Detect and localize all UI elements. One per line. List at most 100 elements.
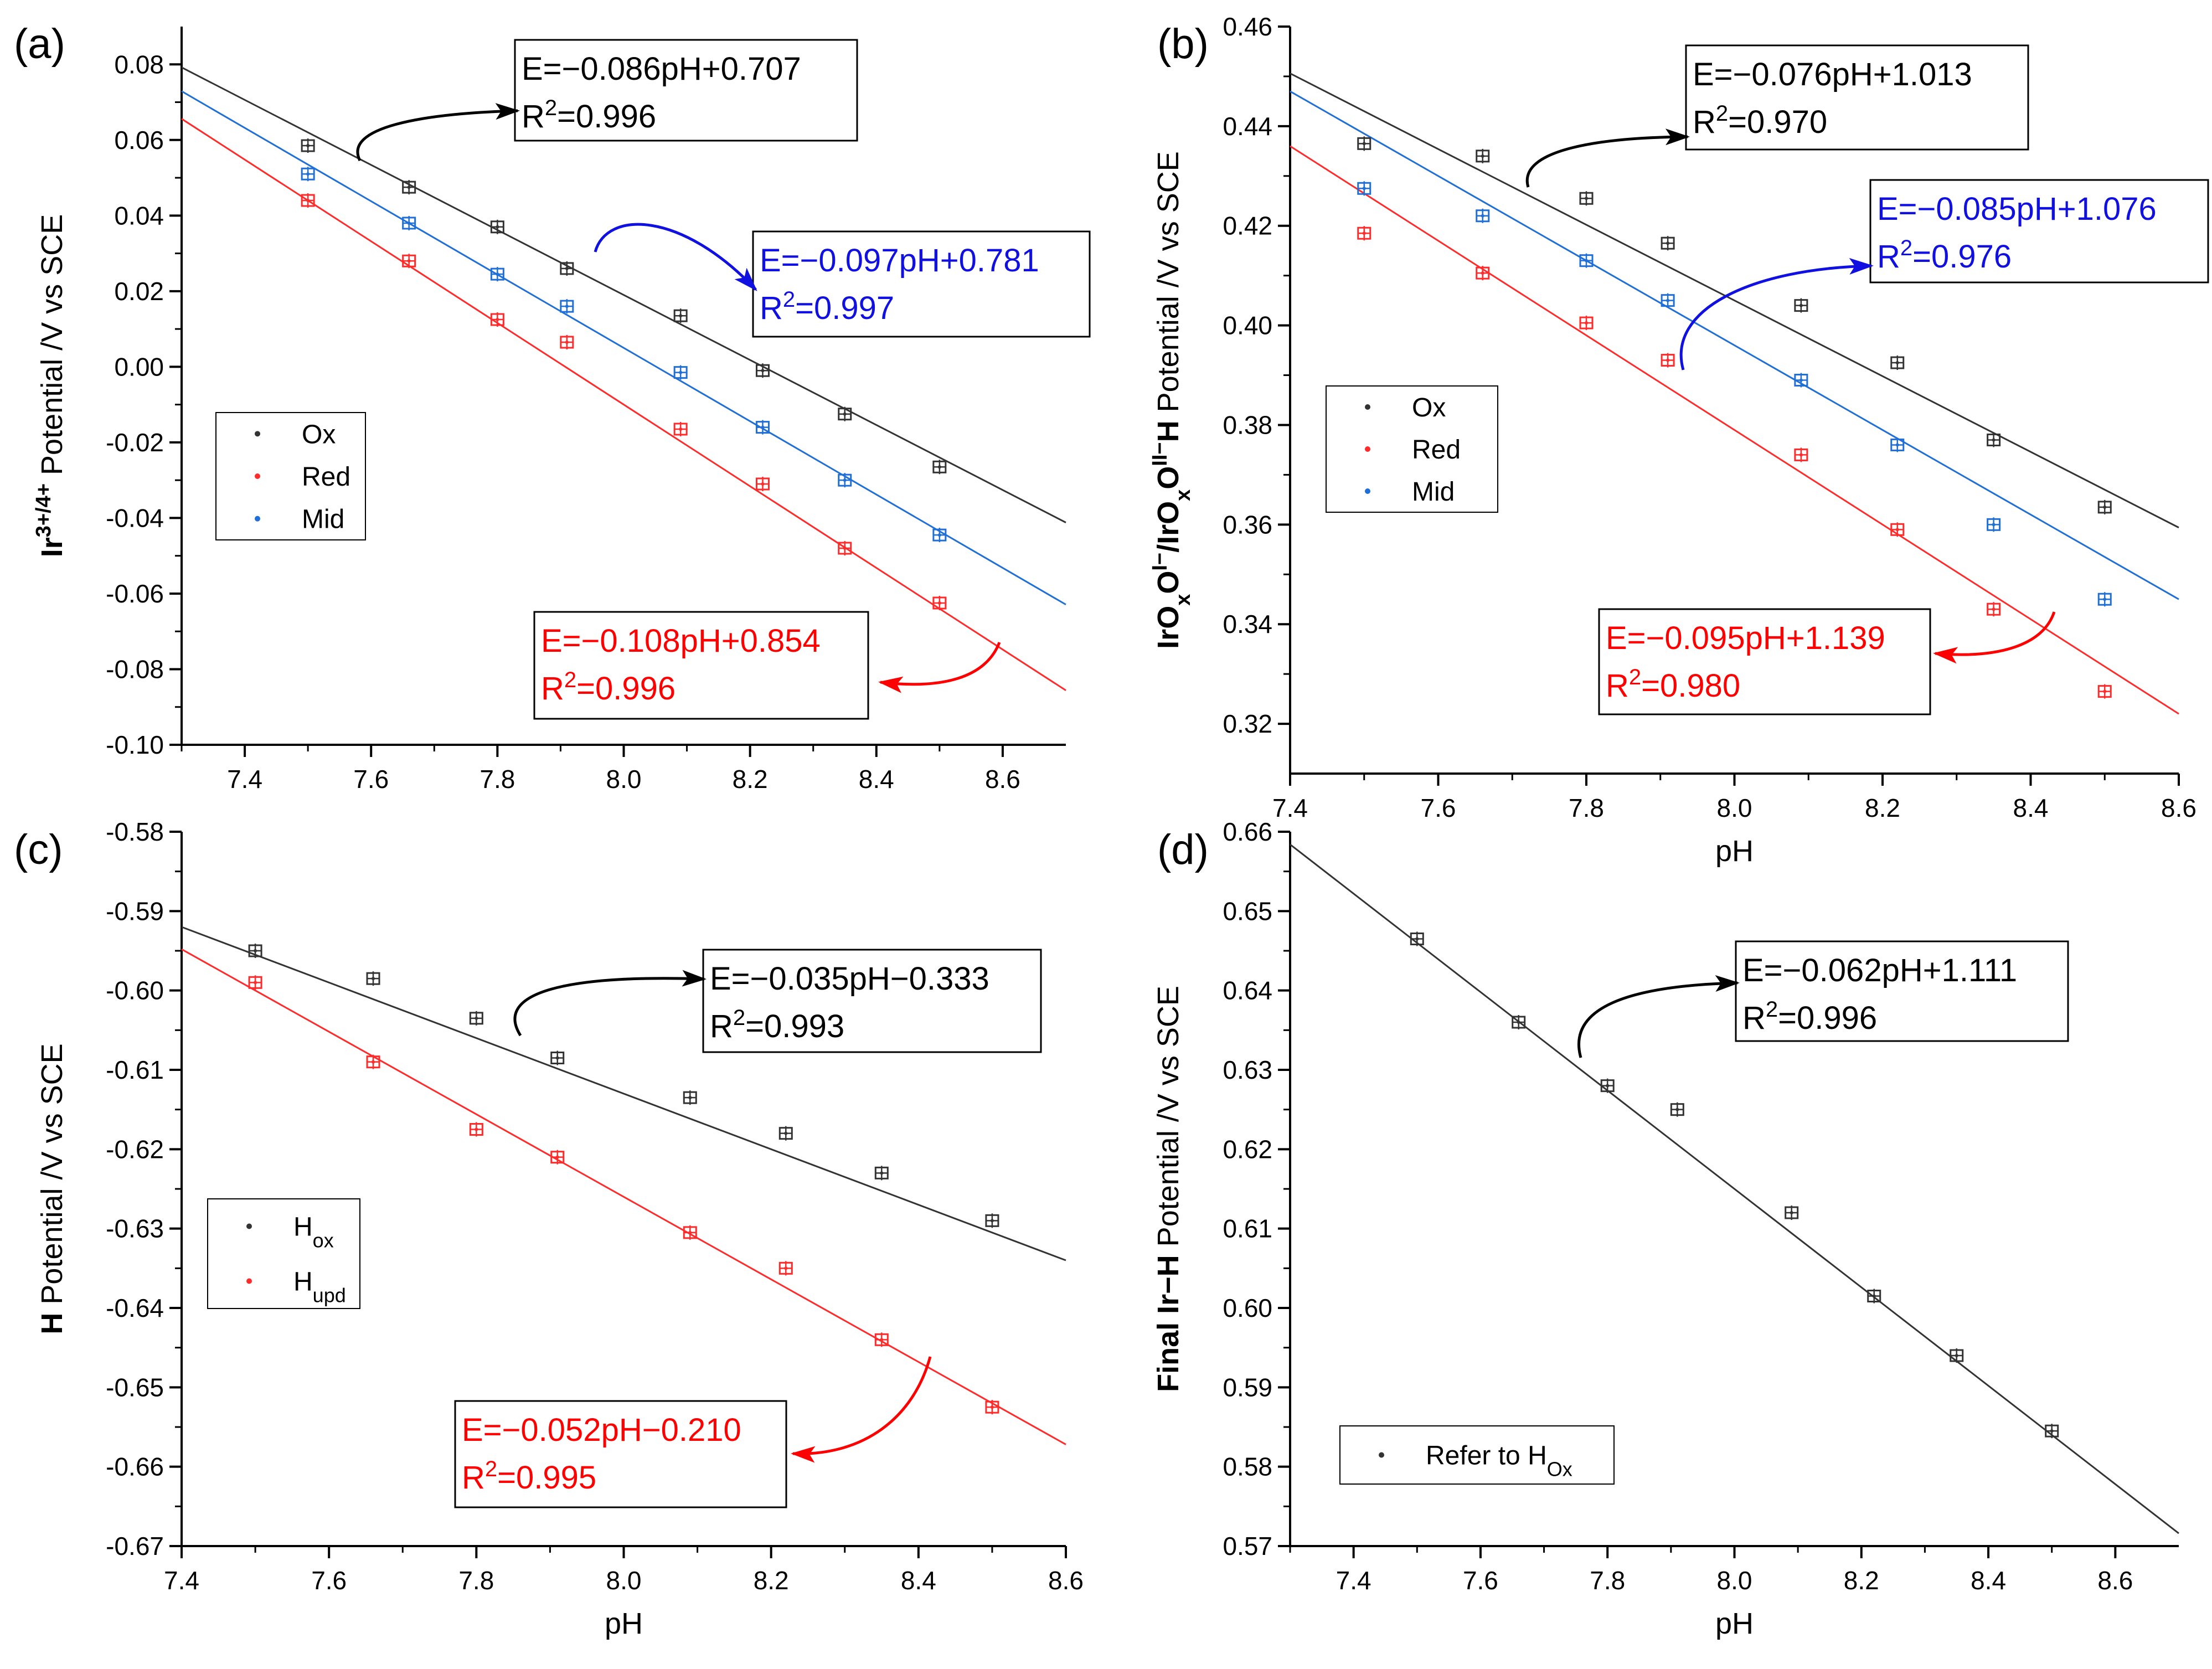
data-point-hupd — [683, 1225, 697, 1240]
data-point-mid — [673, 365, 688, 380]
y-tick-label: 0.36 — [1223, 510, 1272, 539]
fit-equation-box: E=−0.076pH+1.013 R2=0.970 — [1525, 44, 2029, 188]
fit-line-mid — [181, 90, 1066, 606]
data-point-refer-to-hox — [1785, 1206, 1799, 1220]
fit-line-hox — [181, 926, 1066, 1261]
y-tick-label: 0.44 — [1223, 112, 1272, 141]
data-point-red — [1579, 316, 1594, 331]
legend: Ox Red Mid — [215, 412, 366, 540]
x-tick-label: 8.2 — [1865, 794, 1900, 822]
y-tick-label: -0.61 — [106, 1055, 164, 1084]
data-point-ox — [402, 180, 416, 195]
y-axis-label: H Potential /V vs SCE — [35, 1043, 69, 1334]
data-point-mid — [1890, 437, 1905, 452]
y-tick-label: 0.06 — [114, 126, 164, 154]
data-point-ox — [301, 138, 315, 153]
data-point-red — [1890, 522, 1905, 537]
data-point-mid — [1987, 517, 2001, 532]
annotation-arrow — [878, 642, 1001, 693]
x-tick-label: 7.4 — [1336, 1566, 1371, 1595]
legend: Hox Hupd — [207, 1198, 360, 1309]
y-axis-label: IrOxOI−/IrOxOII−H Potential /V vs SCE — [1148, 151, 1195, 649]
legend-marker — [1379, 1452, 1384, 1458]
data-point-red — [560, 334, 574, 349]
data-point-refer-to-hox — [1600, 1078, 1615, 1093]
fit-line-red — [181, 118, 1066, 691]
data-point-ox — [1357, 136, 1371, 151]
x-tick-label: 7.4 — [227, 765, 262, 794]
panel-a: (a) -0.10 -0.08 -0.06 -0.04 -0.02 0.00 0.02 0.04… — [14, 20, 1091, 794]
data-point-red — [1987, 602, 2001, 617]
y-tick-label: -0.08 — [106, 655, 164, 683]
fit-line-refer-to-hox — [1290, 843, 2179, 1534]
fit-equation-box: E=−0.052pH−0.210 R2=0.995 — [454, 1356, 932, 1508]
x-tick-label: 8.2 — [1844, 1566, 1879, 1595]
y-tick-label: 0.38 — [1223, 410, 1272, 439]
data-point-ox — [1579, 191, 1594, 206]
annotation-arrow — [791, 1356, 932, 1463]
panel-b: (b) 0.32 0.34 0.36 0.38 0.40 0.42 0.44 0.46 7.4 7.… — [1148, 12, 2209, 868]
data-point-refer-to-hox — [1950, 1348, 1964, 1363]
fit-r-squared: R2=0.980 — [1606, 665, 1740, 704]
x-axis-label: pH — [1715, 834, 1754, 868]
x-tick-label: 8.0 — [1717, 794, 1752, 822]
data-point-ox — [1987, 432, 2001, 447]
fit-r-squared: R2=0.995 — [462, 1457, 596, 1496]
data-point-ox — [560, 261, 574, 276]
fit-r-squared: R2=0.976 — [1877, 236, 2012, 275]
y-tick-label: 0.00 — [114, 352, 164, 381]
x-tick-label: 7.6 — [1421, 794, 1456, 822]
data-point-hupd — [874, 1332, 889, 1347]
y-tick-label: 0.08 — [114, 50, 164, 79]
annotation-arrow — [1679, 257, 1874, 370]
data-point-red — [755, 476, 770, 491]
data-point-refer-to-hox — [2045, 1424, 2059, 1439]
data-point-hox — [778, 1126, 793, 1141]
fit-equation: E=−0.062pH+1.111 — [1742, 952, 2017, 988]
data-point-red — [838, 541, 852, 556]
y-tick-label: -0.63 — [106, 1214, 164, 1243]
data-point-red — [402, 254, 416, 269]
annotation-arrow — [1577, 975, 1740, 1058]
fit-equation: E=−0.097pH+0.781 — [760, 243, 1039, 279]
data-point-mid — [932, 528, 947, 543]
x-tick-label: 8.0 — [606, 1566, 642, 1595]
data-point-mid — [301, 167, 315, 182]
legend-marker — [1365, 404, 1370, 410]
x-tick-label: 8.6 — [985, 765, 1020, 794]
fit-line-mid — [1290, 90, 2179, 600]
fit-equation-box: E=−0.062pH+1.111 R2=0.996 — [1577, 940, 2069, 1058]
x-tick-label: 8.6 — [1048, 1566, 1084, 1595]
data-point-red — [1476, 266, 1490, 281]
fit-equation: E=−0.086pH+0.707 — [522, 51, 801, 87]
x-tick-label: 8.4 — [2013, 794, 2049, 822]
legend-marker — [246, 1278, 252, 1284]
y-tick-label: -0.04 — [106, 503, 164, 532]
y-tick-label: -0.59 — [106, 897, 164, 925]
x-tick-label: 7.8 — [1569, 794, 1604, 822]
y-tick-label: 0.04 — [114, 201, 164, 230]
y-tick-label: 0.59 — [1223, 1373, 1272, 1402]
y-tick-label: -0.66 — [106, 1452, 164, 1481]
data-point-mid — [1661, 293, 1675, 308]
x-tick-label: 8.6 — [2097, 1566, 2133, 1595]
x-axis-label: pH — [1715, 1607, 1754, 1640]
x-tick-label: 8.4 — [859, 765, 894, 794]
panel-label: (b) — [1157, 20, 1209, 68]
fit-equation: E=−0.095pH+1.139 — [1606, 620, 1885, 656]
data-point-mid — [560, 299, 574, 314]
y-tick-label: -0.65 — [106, 1373, 164, 1402]
x-tick-label: 7.6 — [311, 1566, 347, 1595]
data-point-hupd — [985, 1400, 999, 1415]
data-point-ox — [1890, 356, 1905, 370]
annotation-arrow — [1525, 128, 1690, 188]
panel-d: (d) 0.57 0.58 0.59 0.60 0.61 0.62 0.63 0.64 0.65 0… — [1152, 817, 2179, 1640]
data-point-refer-to-hox — [1867, 1289, 1881, 1304]
data-point-hupd — [366, 1054, 380, 1069]
x-tick-label: 8.4 — [1971, 1566, 2006, 1595]
data-point-hupd — [248, 975, 262, 990]
data-point-red — [673, 422, 688, 437]
fit-r-squared: R2=0.996 — [522, 96, 656, 135]
legend: Refer to HOx — [1339, 1425, 1615, 1485]
fit-line-hupd — [181, 948, 1066, 1445]
